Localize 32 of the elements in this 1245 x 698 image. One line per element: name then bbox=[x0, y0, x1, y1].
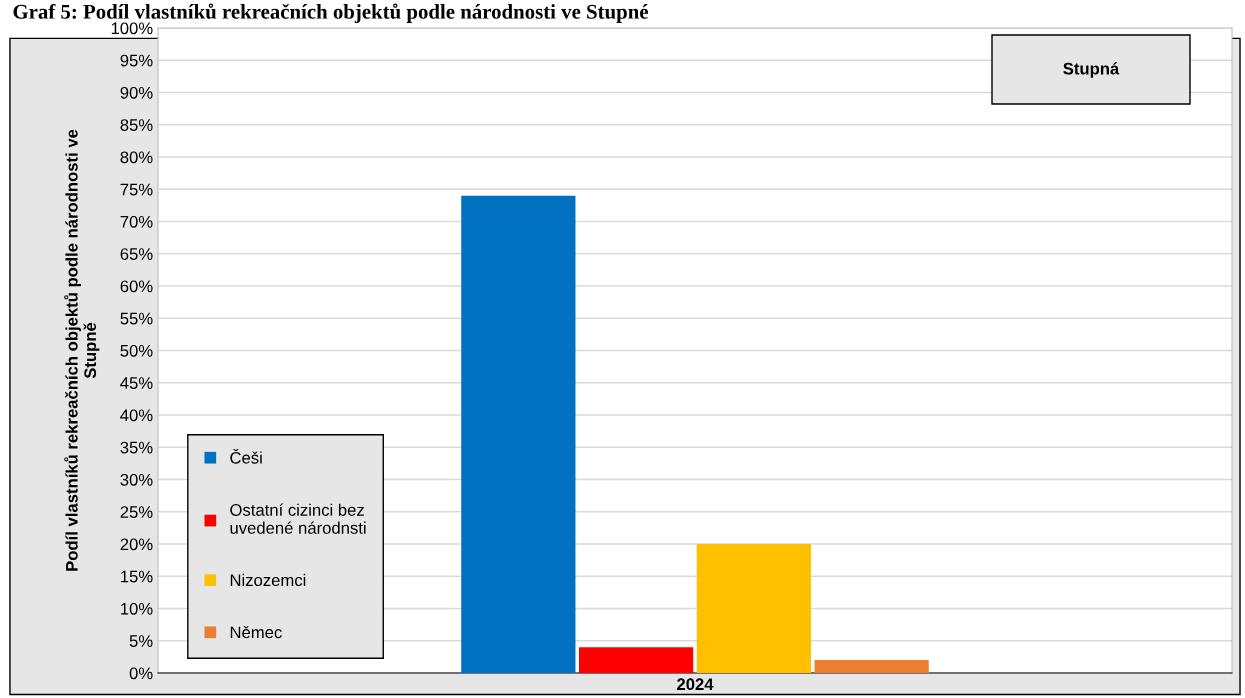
y-tick-label: 5% bbox=[129, 635, 153, 647]
y-tick-label: 15% bbox=[121, 570, 153, 583]
legend-label: Němec bbox=[230, 625, 282, 639]
y-axis-title: Podíl vlastníků rekreačních objektů podle národnosti ve Stupně bbox=[64, 129, 100, 571]
annotation: Stupná bbox=[1063, 62, 1120, 78]
y-tick-label: 65% bbox=[120, 248, 153, 260]
y-tick-label: 30% bbox=[120, 473, 153, 486]
y-tick-label: 60% bbox=[120, 280, 153, 293]
y-tick-label: 20% bbox=[120, 538, 153, 551]
y-tick-label: 55% bbox=[120, 312, 153, 325]
bar bbox=[814, 660, 929, 673]
y-tick-label: 35% bbox=[120, 441, 153, 454]
y-tick-label: 0% bbox=[129, 667, 153, 680]
bar bbox=[461, 195, 576, 673]
y-tick-label: 100% bbox=[111, 22, 153, 35]
legend-label: Ostatní cizinci bez uvedené národnsti bbox=[230, 503, 366, 534]
y-tick-label: 75% bbox=[120, 183, 153, 196]
y-tick-label: 80% bbox=[120, 151, 153, 164]
y-tick-label: 10% bbox=[121, 602, 153, 615]
y-tick-label: 40% bbox=[120, 409, 153, 422]
y-tick-label: 85% bbox=[120, 119, 153, 131]
y-tick-label: 70% bbox=[120, 215, 153, 228]
y-tick-label: 50% bbox=[120, 344, 153, 357]
legend-label: Nizozemci bbox=[230, 573, 306, 587]
x-tick-label: 2024 bbox=[677, 678, 714, 691]
y-tick-label: 95% bbox=[120, 54, 153, 67]
y-tick-label: 90% bbox=[120, 86, 153, 99]
bar bbox=[696, 544, 811, 673]
y-tick-label: 25% bbox=[120, 506, 153, 518]
legend-label: Češi bbox=[230, 448, 262, 464]
bar bbox=[579, 647, 694, 673]
y-tick-label: 45% bbox=[120, 377, 153, 389]
